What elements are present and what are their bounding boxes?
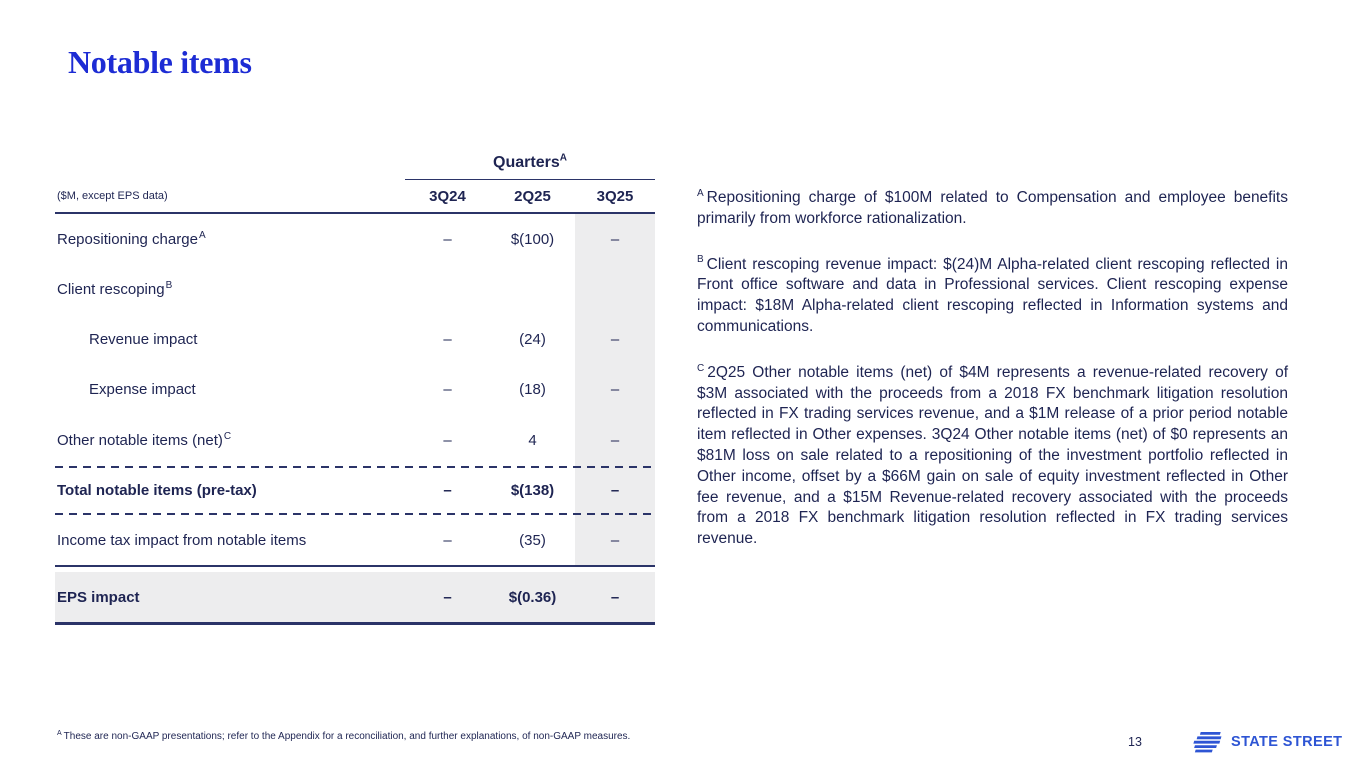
cell-2q25: $(138) xyxy=(510,482,555,499)
cell-3q25: – xyxy=(610,380,620,398)
cell-3q24: – xyxy=(443,588,452,606)
notable-items-table: QuartersA ($M, except EPS data) 3Q24 2Q2… xyxy=(55,150,655,625)
dashed-rule-bottom xyxy=(55,513,655,515)
footnote-b-superscript: B xyxy=(697,254,704,266)
quarters-label: Quarters xyxy=(493,154,560,171)
footnote-a-superscript: A xyxy=(697,187,704,199)
table-row-expense-impact: Expense impact – (18) – xyxy=(55,364,655,414)
cell-3q24: – xyxy=(443,431,452,449)
column-3q25-shade xyxy=(575,214,655,565)
non-gaap-disclaimer: A These are non-GAAP presentations; refer… xyxy=(57,729,631,742)
row-label: Revenue impact xyxy=(89,330,198,348)
row-label: Repositioning chargeA xyxy=(57,229,206,248)
quarters-superscript: A xyxy=(559,152,567,164)
row-label: Income tax impact from notable items xyxy=(57,531,307,549)
cell-2q25: $(0.36) xyxy=(508,588,557,606)
cell-2q25: 4 xyxy=(528,431,537,449)
footnote-a: A Repositioning charge of $100M related t… xyxy=(697,188,1288,230)
cell-3q24: – xyxy=(443,531,452,549)
cell-2q25: (24) xyxy=(519,330,546,348)
footnote-c-superscript: C xyxy=(697,362,705,374)
page-title: Notable items xyxy=(68,44,252,80)
row-label: Client rescopingB xyxy=(57,279,173,298)
table-row-other-notable-items: Other notable items (net)C – 4 – xyxy=(55,414,655,466)
footnote-b-text: Client rescoping revenue impact: $(24)M … xyxy=(697,255,1288,335)
state-street-logo: STATE STREET xyxy=(1188,731,1342,753)
row-label: EPS impact xyxy=(57,588,140,606)
footnotes-panel: A Repositioning charge of $100M related t… xyxy=(697,188,1288,575)
footnote-b: B Client rescoping revenue impact: $(24)M… xyxy=(697,255,1288,338)
footnote-c-text: 2Q25 Other notable items (net) of $4M re… xyxy=(697,363,1288,548)
row-label: Expense impact xyxy=(89,380,196,398)
cell-2q25: $(100) xyxy=(510,230,555,248)
table-group-header-row: QuartersA xyxy=(55,150,655,180)
cell-3q24: – xyxy=(443,380,452,398)
table-row-income-tax-impact: Income tax impact from notable items – (… xyxy=(55,515,655,565)
state-street-wordmark: STATE STREET xyxy=(1231,734,1343,750)
footnote-a-text: Repositioning charge of $100M related to… xyxy=(697,189,1288,227)
cell-2q25: (35) xyxy=(519,531,546,549)
cell-3q24: – xyxy=(443,230,452,248)
cell-3q25: – xyxy=(610,482,620,499)
quarters-group-header: QuartersA xyxy=(405,150,655,180)
table-column-header-row: ($M, except EPS data) 3Q24 2Q25 3Q25 xyxy=(55,180,655,212)
column-header-3q24: 3Q24 xyxy=(429,187,466,205)
table-row-total-notable-items: Total notable items (pre-tax) – $(138) – xyxy=(55,468,655,513)
cell-3q25: – xyxy=(610,431,620,449)
page-number: 13 xyxy=(1128,735,1142,749)
cell-3q25: – xyxy=(610,588,620,606)
cell-3q25: – xyxy=(610,230,620,248)
cell-3q24: – xyxy=(443,330,452,348)
table-row-repositioning-charge: Repositioning chargeA – $(100) – xyxy=(55,214,655,264)
dashed-rule-top xyxy=(55,466,655,468)
header-rule xyxy=(55,212,655,214)
cell-3q24: – xyxy=(443,482,452,499)
footnote-c: C 2Q25 Other notable items (net) of $4M r… xyxy=(697,363,1288,550)
cell-3q25: – xyxy=(610,330,620,348)
row-label: Other notable items (net)C xyxy=(57,430,232,449)
row-label: Total notable items (pre-tax) xyxy=(57,482,257,499)
column-header-2q25: 2Q25 xyxy=(514,187,551,205)
pre-eps-rule xyxy=(55,565,655,567)
cell-2q25: (18) xyxy=(519,380,546,398)
cell-3q25: – xyxy=(610,531,620,549)
column-header-3q25: 3Q25 xyxy=(596,187,634,205)
disclaimer-text: These are non-GAAP presentations; refer … xyxy=(63,731,631,742)
table-row-revenue-impact: Revenue impact – (24) – xyxy=(55,314,655,364)
table-row-client-rescoping: Client rescopingB xyxy=(55,264,655,314)
state-street-mark-icon xyxy=(1193,732,1222,753)
table-row-eps-impact: EPS impact – $(0.36) – xyxy=(55,572,655,625)
unit-label: ($M, except EPS data) xyxy=(57,190,168,202)
disclaimer-superscript: A xyxy=(57,729,62,737)
